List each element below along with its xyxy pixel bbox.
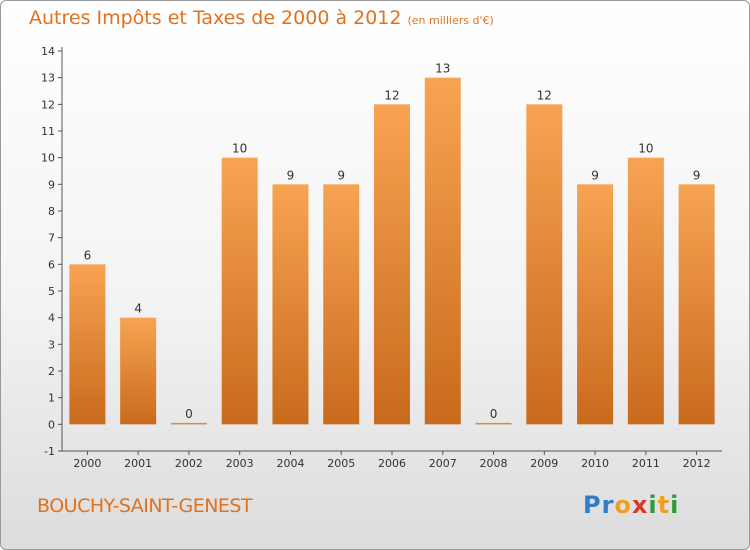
- y-tick-label: -1: [44, 445, 55, 458]
- bar: [424, 77, 461, 425]
- bar-value-label: 9: [337, 168, 345, 182]
- chart-subtitle: (en milliers d'€): [407, 14, 494, 27]
- x-tick-label: 2010: [581, 457, 609, 470]
- y-tick-label: 4: [48, 312, 55, 325]
- y-tick-label: 10: [41, 152, 55, 165]
- y-tick-label: 9: [48, 178, 55, 191]
- bar-value-label: 12: [537, 88, 552, 102]
- bar: [120, 317, 157, 425]
- bar: [678, 184, 715, 425]
- chart-title: Autres Impôts et Taxes de 2000 à 2012 (en…: [29, 7, 494, 29]
- y-tick-label: 0: [48, 418, 55, 431]
- bar-value-label: 13: [435, 62, 450, 76]
- chart-title-text: Autres Impôts et Taxes de 2000 à 2012: [29, 7, 402, 29]
- bar-value-label: 12: [384, 88, 399, 102]
- bar: [475, 422, 512, 425]
- x-tick-label: 2012: [683, 457, 711, 470]
- x-tick-label: 2001: [124, 457, 152, 470]
- x-tick-label: 2002: [175, 457, 203, 470]
- x-tick-label: 2009: [530, 457, 558, 470]
- x-tick-label: 2007: [429, 457, 457, 470]
- y-tick-label: 11: [41, 125, 55, 138]
- bar-value-label: 6: [84, 248, 92, 262]
- y-tick-label: 3: [48, 338, 55, 351]
- y-tick-label: 2: [48, 365, 55, 378]
- y-tick-label: 14: [41, 45, 55, 58]
- y-tick-label: 6: [48, 258, 55, 271]
- proxiti-logo: Proxiti: [583, 491, 680, 519]
- place-name: BOUCHY-SAINT-GENEST: [37, 495, 253, 517]
- bar-value-label: 0: [185, 407, 193, 421]
- x-tick-label: 2000: [73, 457, 101, 470]
- y-tick-label: 12: [41, 98, 55, 111]
- y-tick-label: 8: [48, 205, 55, 218]
- x-tick-label: 2011: [632, 457, 660, 470]
- bar-value-label: 9: [287, 168, 295, 182]
- bar: [221, 157, 258, 425]
- x-tick-label: 2003: [226, 457, 254, 470]
- bar: [374, 104, 410, 425]
- y-tick-label: 13: [41, 72, 55, 85]
- y-tick-label: 7: [48, 232, 55, 245]
- bar: [69, 264, 106, 425]
- bar-value-label: 10: [232, 142, 247, 156]
- bar-value-label: 9: [591, 168, 599, 182]
- bar: [627, 157, 664, 425]
- bar: [323, 184, 360, 425]
- bar-value-label: 9: [693, 168, 701, 182]
- bar: [272, 184, 309, 425]
- y-tick-label: 5: [48, 285, 55, 298]
- y-tick-label: 1: [48, 392, 55, 405]
- x-tick-label: 2008: [480, 457, 508, 470]
- bar: [526, 104, 563, 425]
- bar: [170, 422, 207, 425]
- bar: [577, 184, 614, 425]
- x-tick-label: 2006: [378, 457, 406, 470]
- bar-value-label: 0: [490, 407, 498, 421]
- bar-value-label: 10: [638, 142, 653, 156]
- bar-value-label: 4: [134, 302, 142, 316]
- x-tick-label: 2005: [327, 457, 355, 470]
- x-tick-label: 2004: [276, 457, 304, 470]
